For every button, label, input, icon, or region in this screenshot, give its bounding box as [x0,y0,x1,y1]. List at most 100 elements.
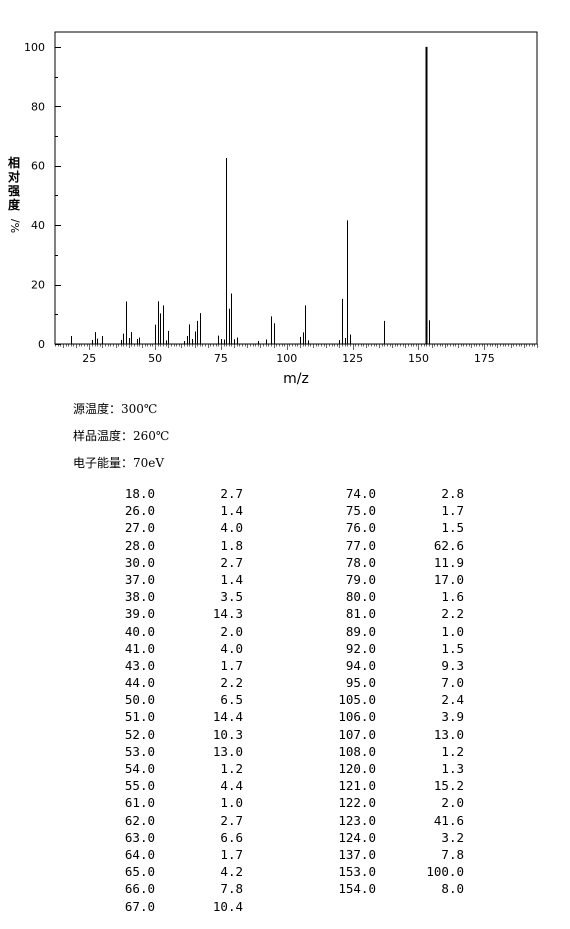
mz-value: 106.0 [338,709,376,725]
table-row: 63.0 6.6 [90,829,243,846]
abundance-value: 7.8 [441,846,464,862]
abundance-value: 1.7 [220,657,243,673]
abundance-value: 1.0 [441,623,464,639]
table-row: 53.0 13.0 [90,743,243,760]
table-row: 108.0 1.2 [311,743,464,760]
abundance-value: 2.0 [441,795,464,811]
abundance-value: 2.2 [220,675,243,691]
mz-value: 92.0 [345,640,376,656]
abundance-value: 2.2 [441,606,464,622]
mz-value: 38.0 [124,589,155,605]
table-row: 123.0 41.6 [311,812,464,829]
table-row: 122.0 2.0 [311,794,464,811]
y-tick-label: 20 [31,279,45,292]
abundance-value: 8.0 [441,881,464,897]
mz-value: 55.0 [124,778,155,794]
mz-value: 105.0 [338,692,376,708]
abundance-value: 1.4 [220,503,243,519]
table-row: 79.0 17.0 [311,571,464,588]
mz-value: 89.0 [345,623,376,639]
table-row: 40.0 2.0 [90,623,243,640]
mz-value: 50.0 [124,692,155,708]
abundance-value: 3.9 [441,709,464,725]
abundance-value: 14.3 [212,606,243,622]
abundance-value: 2.0 [220,623,243,639]
table-row: 27.0 4.0 [90,519,243,536]
mz-value: 40.0 [124,623,155,639]
table-row: 89.0 1.0 [311,623,464,640]
abundance-value: 17.0 [433,571,464,587]
table-row: 18.0 2.7 [90,485,243,502]
table-row: 30.0 2.7 [90,554,243,571]
table-row: 65.0 4.2 [90,863,243,880]
table-row: 74.0 2.8 [311,485,464,502]
mz-value: 120.0 [338,761,376,776]
abundance-value: 1.4 [220,571,243,587]
mz-value: 28.0 [124,537,155,553]
abundance-value: 1.2 [220,761,243,776]
abundance-value: 15.2 [433,778,464,794]
table-row: 43.0 1.7 [90,657,243,674]
table-row: 137.0 7.8 [311,846,464,863]
mz-value: 63.0 [124,829,155,845]
abundance-value: 11.9 [433,554,464,570]
abundance-value: 13.0 [212,743,243,759]
table-row: 28.0 1.8 [90,537,243,554]
table-row: 37.0 1.4 [90,571,243,588]
peak-table-left: 18.0 2.7 26.0 1.4 27.0 4.0 28.0 1.8 30.0 2.7 37.0 1… [90,485,243,915]
x-axis-label: m/z [283,371,309,387]
mz-value: 107.0 [338,726,376,742]
table-row: 67.0 10.4 [90,898,243,915]
abundance-value: 2.8 [441,486,464,501]
table-row: 76.0 1.5 [311,519,464,536]
mz-value: 64.0 [124,846,155,862]
peak-table-right: 74.0 2.8 75.0 1.7 76.0 1.5 77.0 62.6 78.0 11.9 79.… [311,485,464,898]
table-row: 66.0 7.8 [90,880,243,897]
mz-value: 108.0 [338,743,376,759]
table-row: 120.0 1.3 [311,760,464,777]
mz-value: 51.0 [124,709,155,725]
mz-value: 74.0 [345,486,376,501]
mz-value: 94.0 [345,657,376,673]
abundance-value: 4.2 [220,864,243,880]
electron-energy: 电子能量：70eV [73,456,165,470]
mz-value: 39.0 [124,606,155,622]
table-row: 80.0 1.6 [311,588,464,605]
abundance-value: 2.7 [220,486,243,501]
abundance-value: 41.6 [433,812,464,828]
table-row: 77.0 62.6 [311,537,464,554]
mz-value: 43.0 [124,657,155,673]
mz-value: 81.0 [345,606,376,622]
mz-value: 18.0 [124,486,155,501]
mz-value: 121.0 [338,778,376,794]
mz-value: 27.0 [124,520,155,536]
mz-value: 153.0 [338,864,376,880]
table-row: 92.0 1.5 [311,640,464,657]
table-row: 81.0 2.2 [311,605,464,622]
table-row: 78.0 11.9 [311,554,464,571]
table-row: 61.0 1.0 [90,794,243,811]
mz-value: 52.0 [124,726,155,742]
table-row: 52.0 10.3 [90,726,243,743]
table-row: 41.0 4.0 [90,640,243,657]
y-axis-label-char: 度 [8,197,21,212]
mass-spectrum-chart: 25 50 75 100 125 150 175 0 20 40 60 80 100 m/z 相 对 强… [8,31,538,387]
abundance-value: 9.3 [441,657,464,673]
mz-value: 66.0 [124,881,155,897]
x-tick-label: 125 [342,352,363,365]
table-row: 26.0 1.4 [90,502,243,519]
mz-value: 30.0 [124,554,155,570]
y-axis-label-char: 强 [8,184,20,198]
table-row: 154.0 8.0 [311,880,464,897]
table-row: 54.0 1.2 [90,760,243,777]
x-tick-label: 175 [474,352,495,365]
table-row: 51.0 14.4 [90,708,243,725]
y-axis-label: 相 对 强 度 [8,155,21,212]
mz-value: 75.0 [345,503,376,519]
table-row: 153.0 100.0 [311,863,464,880]
table-row: 44.0 2.2 [90,674,243,691]
mz-value: 124.0 [338,829,376,845]
abundance-value: 4.0 [220,520,243,536]
y-tick-label: 60 [31,160,45,173]
y-tick-label: 100 [24,41,45,54]
